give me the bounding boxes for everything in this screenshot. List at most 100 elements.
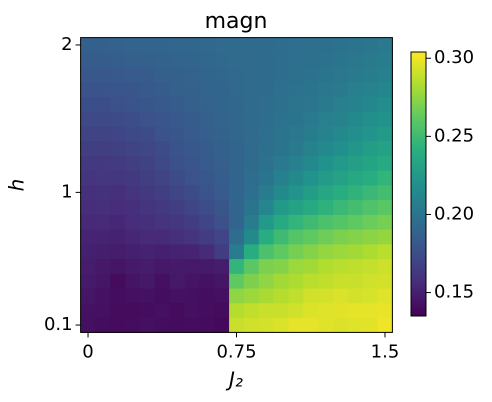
heatmap-cell — [258, 170, 275, 186]
heatmap-cell — [125, 37, 141, 53]
heatmap-cell — [169, 288, 185, 304]
heatmap-cell — [273, 37, 289, 53]
heatmap-cell — [214, 170, 230, 186]
heatmap-cell — [362, 288, 378, 304]
heatmap-cell — [333, 199, 349, 215]
heatmap-cell — [229, 96, 245, 112]
heatmap-cell — [95, 111, 111, 127]
heatmap-cell — [303, 37, 319, 53]
heatmap-cell — [125, 302, 141, 319]
heatmap-cell — [169, 273, 185, 289]
heatmap-cell — [169, 185, 185, 201]
heatmap-cell — [377, 155, 393, 171]
heatmap-cell — [80, 199, 96, 215]
heatmap-cell — [125, 170, 141, 186]
heatmap-cell — [95, 140, 111, 156]
heatmap-cell — [347, 317, 364, 333]
x-axis-label: J₂ — [225, 368, 243, 392]
heatmap-cell — [169, 140, 185, 156]
heatmap-cell — [258, 52, 275, 68]
heatmap-cell — [184, 258, 200, 274]
heatmap-cell — [184, 288, 200, 304]
heatmap-cell — [258, 155, 275, 171]
heatmap-cell — [243, 317, 260, 333]
heatmap-cell — [169, 170, 185, 186]
heatmap-cell — [229, 243, 245, 260]
heatmap-cell — [199, 37, 215, 53]
heatmap-cell — [377, 96, 393, 112]
heatmap-cell — [377, 170, 393, 186]
heatmap-cell — [184, 140, 200, 156]
heatmap-cell — [362, 199, 378, 215]
heatmap-cell — [139, 126, 156, 142]
heatmap-cell — [169, 81, 185, 97]
heatmap-cell — [80, 37, 96, 53]
heatmap-cell — [362, 111, 378, 127]
heatmap-cell — [347, 258, 364, 274]
heatmap-cell — [288, 170, 304, 186]
heatmap-cell — [95, 273, 111, 289]
heatmap-cell — [303, 111, 319, 127]
heatmap-cell — [95, 155, 111, 171]
heatmap-cell — [318, 52, 334, 68]
heatmap-cell — [318, 126, 334, 142]
heatmap-cell — [229, 273, 245, 289]
heatmap-cell — [154, 96, 171, 112]
heatmap-cell — [303, 214, 319, 230]
heatmap-cell — [347, 170, 364, 186]
heatmap-cell — [95, 258, 111, 274]
heatmap-cell — [125, 81, 141, 97]
heatmap-cell — [154, 52, 171, 68]
heatmap-cell — [318, 140, 334, 156]
heatmap-cell — [139, 258, 156, 274]
heatmap-cell — [318, 243, 334, 260]
heatmap-cell — [362, 67, 378, 83]
heatmap-cell — [229, 317, 245, 333]
heatmap-cell — [303, 273, 319, 289]
heatmap-cell — [273, 111, 289, 127]
heatmap-cell — [362, 81, 378, 97]
heatmap-cell — [362, 140, 378, 156]
heatmap-cell — [243, 288, 260, 304]
heatmap-cell — [333, 229, 349, 245]
heatmap-cell — [377, 243, 393, 260]
heatmap-cell — [273, 243, 289, 260]
heatmap-cell — [303, 199, 319, 215]
heatmap-cell — [347, 111, 364, 127]
heatmap-cell — [110, 111, 126, 127]
heatmap-cell — [214, 111, 230, 127]
heatmap-cell — [110, 81, 126, 97]
heatmap-cell — [199, 111, 215, 127]
heatmap-cell — [139, 317, 156, 333]
heatmap-cell — [377, 67, 393, 83]
heatmap-cell — [303, 302, 319, 319]
heatmap-cell — [318, 199, 334, 215]
heatmap-cell — [273, 185, 289, 201]
heatmap-cell — [229, 52, 245, 68]
heatmap-cell — [229, 214, 245, 230]
heatmap-cell — [273, 199, 289, 215]
heatmap-cell — [318, 317, 334, 333]
heatmap-cell — [333, 37, 349, 53]
y-tick-label: 2 — [61, 34, 72, 55]
heatmap-cell — [333, 52, 349, 68]
heatmap-cell — [169, 229, 185, 245]
heatmap-cell — [243, 243, 260, 260]
heatmap-cell — [110, 243, 126, 260]
heatmap-cell — [80, 67, 96, 83]
heatmap-cell — [288, 258, 304, 274]
heatmap-cell — [154, 37, 171, 53]
heatmap-cell — [362, 214, 378, 230]
heatmap-cell — [303, 126, 319, 142]
heatmap-cell — [154, 155, 171, 171]
heatmap-cell — [362, 155, 378, 171]
heatmap-cell — [258, 185, 275, 201]
heatmap-cell — [95, 243, 111, 260]
heatmap-cell — [139, 81, 156, 97]
heatmap-cell — [110, 170, 126, 186]
heatmap-cell — [288, 67, 304, 83]
heatmap-cell — [347, 288, 364, 304]
heatmap-cell — [273, 126, 289, 142]
heatmap-cell — [80, 214, 96, 230]
heatmap-cell — [273, 67, 289, 83]
